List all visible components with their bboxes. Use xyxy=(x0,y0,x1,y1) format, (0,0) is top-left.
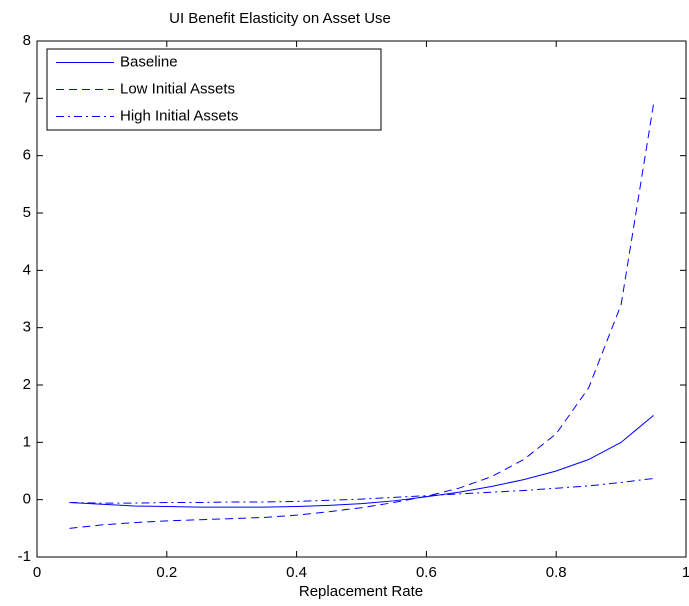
y-tick-label: 6 xyxy=(23,147,31,164)
x-tick-label: 0.8 xyxy=(546,564,567,581)
y-tick-label: 4 xyxy=(23,261,31,278)
x-tick-label: 0 xyxy=(33,564,41,581)
data-line xyxy=(69,415,654,508)
plot-frame xyxy=(36,40,687,558)
x-tick-label: 0.4 xyxy=(286,564,307,581)
y-tick-label: 8 xyxy=(23,32,31,49)
legend-label: Baseline xyxy=(120,53,178,70)
x-axis-label: Replacement Rate xyxy=(299,583,423,600)
x-tick-label: 1 xyxy=(682,564,689,581)
y-tick-label: 2 xyxy=(23,376,31,393)
y-tick-label: 0 xyxy=(23,491,31,508)
data-line xyxy=(69,477,654,504)
legend-label: Low Initial Assets xyxy=(120,80,235,97)
y-tick-label: 1 xyxy=(23,433,31,450)
x-tick-label: 0.2 xyxy=(156,564,177,581)
data-line xyxy=(69,103,655,529)
y-tick-label: -1 xyxy=(18,548,31,565)
chart-title: UI Benefit Elasticity on Asset Use xyxy=(169,10,391,27)
legend-label: High Initial Assets xyxy=(120,107,238,124)
y-tick-label: 3 xyxy=(23,319,31,336)
y-tick-label: 5 xyxy=(23,204,31,221)
y-tick-label: 7 xyxy=(23,89,31,106)
x-tick-label: 0.6 xyxy=(416,564,437,581)
